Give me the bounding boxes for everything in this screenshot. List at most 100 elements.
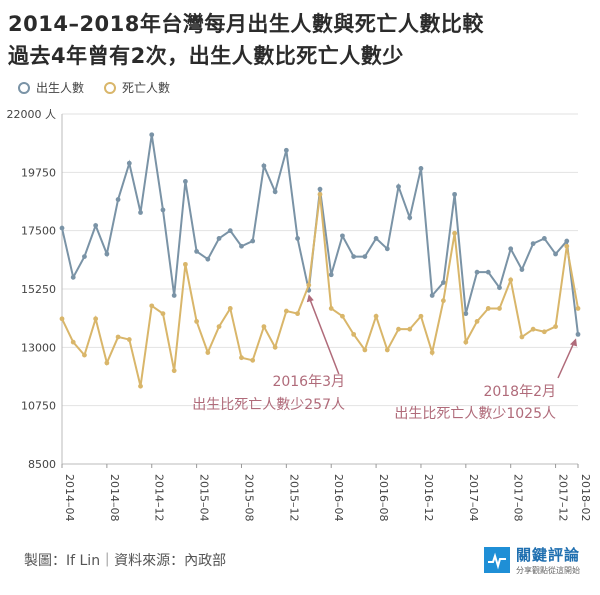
data-point-1 <box>541 329 547 335</box>
annotation-detail: 出生比死亡人數少257人 <box>192 397 345 413</box>
data-point-1 <box>340 313 345 319</box>
data-point-1 <box>373 313 379 319</box>
data-point-1 <box>440 298 446 304</box>
data-point-1 <box>418 313 424 319</box>
data-point-1 <box>283 308 289 314</box>
data-point-0 <box>485 269 491 275</box>
annotation-label: 2016年3月 <box>272 374 345 390</box>
y-tick-label: 17500 <box>21 225 56 238</box>
data-point-0 <box>564 238 570 244</box>
x-tick-label: 2014–12 <box>153 474 166 522</box>
series-line-1 <box>61 194 579 387</box>
data-point-0 <box>138 210 143 215</box>
data-point-0 <box>429 293 435 298</box>
data-point-0 <box>362 254 368 259</box>
x-tick-label: 2015–08 <box>242 474 255 522</box>
x-tick-label: 2014–04 <box>63 474 76 522</box>
data-point-1 <box>216 324 222 329</box>
y-tick-label: 13000 <box>21 341 56 354</box>
data-point-0 <box>149 132 155 138</box>
data-point-0 <box>407 215 413 221</box>
data-point-0 <box>283 147 289 153</box>
y-tick-label: 19750 <box>21 166 56 179</box>
annotation-arrowhead <box>306 294 314 303</box>
data-point-1 <box>317 191 323 197</box>
y-tick-label: 15250 <box>21 283 56 296</box>
data-point-0 <box>93 223 99 228</box>
data-point-1 <box>261 324 267 329</box>
data-point-1 <box>93 316 99 322</box>
data-point-0 <box>59 225 65 231</box>
data-point-0 <box>519 267 525 272</box>
data-point-0 <box>205 256 211 262</box>
data-point-0 <box>171 293 177 298</box>
data-point-1 <box>149 303 155 309</box>
y-tick-label: 10750 <box>21 400 56 413</box>
data-point-1 <box>384 347 390 353</box>
data-point-1 <box>205 350 211 355</box>
data-point-0 <box>317 186 323 192</box>
chart-title: 2014–2018年台灣每月出生人數與死亡人數比較 <box>8 12 484 36</box>
x-tick-label: 2016–12 <box>422 474 435 522</box>
data-point-0 <box>70 274 76 280</box>
legend-item-deaths: 死亡人數 <box>104 79 170 96</box>
data-point-1 <box>239 355 244 361</box>
legend-marker-deaths <box>104 81 117 94</box>
data-point-0 <box>295 236 300 241</box>
legend-label-deaths: 死亡人數 <box>122 81 171 95</box>
data-point-0 <box>474 269 480 275</box>
data-point-0 <box>373 236 379 241</box>
data-point-1 <box>59 316 65 322</box>
x-tick-label: 2018–02 <box>579 474 592 522</box>
annotation-arrow <box>308 296 340 375</box>
data-point-0 <box>261 163 267 169</box>
chart-subtitle: 過去4年曾有2次，出生人數比死亡人數少 <box>8 44 404 68</box>
legend: 出生人數 死亡人數 <box>18 79 170 96</box>
x-tick-label: 2015–04 <box>198 474 211 522</box>
data-point-1 <box>70 339 76 345</box>
data-point-0 <box>194 249 200 254</box>
data-point-1 <box>452 230 458 236</box>
data-point-0 <box>272 189 278 195</box>
data-point-0 <box>227 228 233 234</box>
y-tick-label: 8500 <box>28 458 56 471</box>
data-point-1 <box>575 306 581 311</box>
data-point-0 <box>239 243 244 249</box>
data-point-1 <box>351 331 357 337</box>
data-point-1 <box>519 334 525 340</box>
data-point-1 <box>160 311 166 317</box>
data-point-0 <box>553 251 558 257</box>
x-tick-label: 2017–12 <box>557 474 570 522</box>
data-point-0 <box>497 285 502 291</box>
data-point-1 <box>115 334 121 340</box>
data-point-1 <box>306 282 312 288</box>
data-point-0 <box>328 272 334 278</box>
data-point-1 <box>272 344 278 350</box>
annotation-arrow <box>557 340 576 379</box>
data-point-1 <box>407 326 413 332</box>
data-point-1 <box>463 339 469 345</box>
brand-name: 關鍵評論 <box>516 546 581 564</box>
data-point-1 <box>227 306 233 311</box>
data-point-1 <box>138 383 143 389</box>
x-tick-label: 2015–12 <box>287 474 300 522</box>
data-point-0 <box>340 233 345 239</box>
data-point-0 <box>440 280 446 285</box>
data-point-1 <box>194 319 200 324</box>
y-tick-label: 22000 人 <box>7 108 57 121</box>
annotation-detail: 出生比死亡人數少1025人 <box>394 406 556 422</box>
data-point-1 <box>553 324 558 329</box>
data-point-1 <box>362 347 368 353</box>
footer-credit: 製圖：If Lin｜資料來源：內政部 <box>24 553 227 569</box>
data-point-0 <box>396 184 401 189</box>
data-point-1 <box>497 306 502 311</box>
data-point-0 <box>82 254 87 259</box>
x-tick-label: 2016–08 <box>377 474 390 522</box>
data-point-0 <box>351 254 357 259</box>
data-point-0 <box>160 207 166 213</box>
data-point-1 <box>295 311 300 317</box>
data-point-0 <box>575 331 581 337</box>
legend-item-births: 出生人數 <box>18 79 84 96</box>
data-point-0 <box>452 191 458 197</box>
